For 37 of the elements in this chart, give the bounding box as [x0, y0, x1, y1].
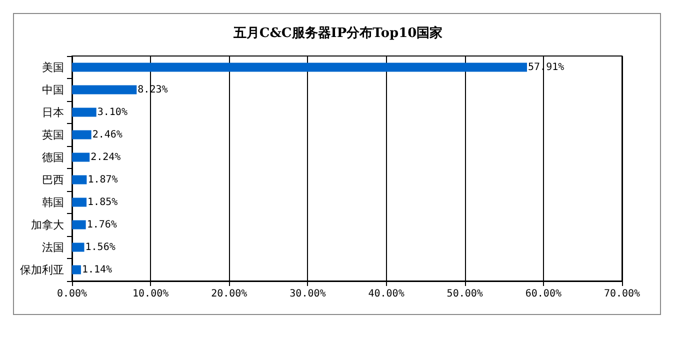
data-label: 2.24% — [90, 152, 121, 163]
bar — [72, 242, 84, 252]
x-tick-label: 40.00% — [368, 288, 404, 300]
y-tick-label: 韩国 — [42, 196, 64, 209]
x-tick-label: 20.00% — [211, 288, 248, 300]
bar — [72, 175, 87, 184]
x-tick-label: 0.00% — [56, 288, 88, 300]
data-label: 1.56% — [85, 242, 116, 253]
bar — [72, 62, 528, 72]
x-tick-label: 30.00% — [290, 288, 326, 300]
bar — [72, 152, 90, 162]
y-tick-label: 加拿大 — [31, 218, 64, 232]
x-tick-label: 50.00% — [446, 288, 483, 300]
bar — [72, 130, 92, 140]
x-tick-label: 70.00% — [604, 288, 640, 300]
data-label: 1.14% — [82, 264, 112, 276]
data-label: 1.76% — [86, 219, 117, 230]
chart-title: 五月C&C服务器IP分布Top10国家 — [232, 25, 443, 41]
data-label: 3.10% — [97, 106, 128, 118]
data-label: 1.87% — [88, 174, 118, 186]
x-tick-label: 10.00% — [132, 288, 169, 300]
data-label: 2.46% — [92, 129, 122, 140]
y-tick-label: 中国 — [42, 83, 64, 96]
data-label: 1.85% — [88, 196, 118, 208]
y-tick-label: 英国 — [42, 128, 64, 142]
y-tick-label: 法国 — [42, 240, 64, 254]
y-tick-label: 日本 — [42, 106, 64, 119]
bar — [72, 220, 86, 230]
bar — [72, 198, 87, 207]
x-tick-label: 60.00% — [525, 288, 562, 300]
bar — [72, 108, 96, 117]
y-tick-label: 美国 — [42, 60, 64, 74]
y-tick-label: 德国 — [42, 150, 64, 164]
bar — [72, 85, 137, 94]
bar — [72, 265, 81, 274]
y-tick-label: 保加利亚 — [20, 263, 64, 276]
y-tick-label: 巴西 — [42, 173, 64, 186]
